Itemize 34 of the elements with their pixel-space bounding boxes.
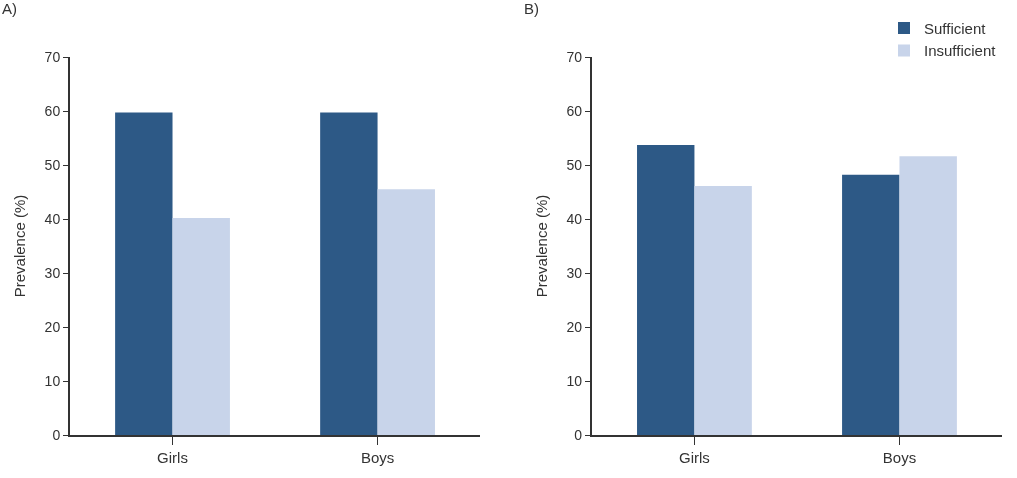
- y-tick-label: 30: [566, 264, 583, 281]
- bar: [637, 145, 695, 435]
- bar: [320, 112, 378, 435]
- y-tick-label: 40: [566, 210, 583, 227]
- x-tick-label: Boys: [882, 449, 917, 466]
- y-tick-label: 20: [566, 318, 583, 335]
- x-tick-label: Girls: [679, 449, 710, 466]
- y-tick-label: 30: [44, 264, 61, 281]
- y-tick-label: 10: [44, 372, 61, 389]
- y-tick-label: 70: [566, 48, 583, 65]
- y-tick-label: 60: [44, 102, 61, 119]
- y-tick-label: 20: [44, 318, 61, 335]
- legend-label: Insufficient: [924, 42, 997, 60]
- y-tick-label: 10: [566, 372, 583, 389]
- bar: [377, 189, 435, 435]
- y-tick-label: 50: [566, 156, 583, 173]
- y-axis-title: Prevalence (%): [533, 194, 551, 298]
- bar: [694, 186, 752, 435]
- chart-title: A): [2, 0, 17, 17]
- y-tick-label: 50: [44, 156, 61, 173]
- bar: [899, 156, 957, 435]
- bar: [172, 217, 230, 435]
- y-axis-title: Prevalence (%): [11, 194, 29, 298]
- y-tick-label: 0: [52, 426, 61, 443]
- y-tick-label: 60: [566, 102, 583, 119]
- y-tick-label: 40: [44, 210, 61, 227]
- bar: [115, 112, 173, 435]
- y-tick-label: 0: [574, 426, 583, 443]
- legend-label: Sufficient: [924, 19, 987, 37]
- x-tick-label: Boys: [360, 449, 395, 466]
- bar: [842, 174, 900, 435]
- x-tick-label: Girls: [157, 449, 188, 466]
- y-tick-label: 70: [44, 48, 61, 65]
- chart-title: B): [524, 0, 539, 17]
